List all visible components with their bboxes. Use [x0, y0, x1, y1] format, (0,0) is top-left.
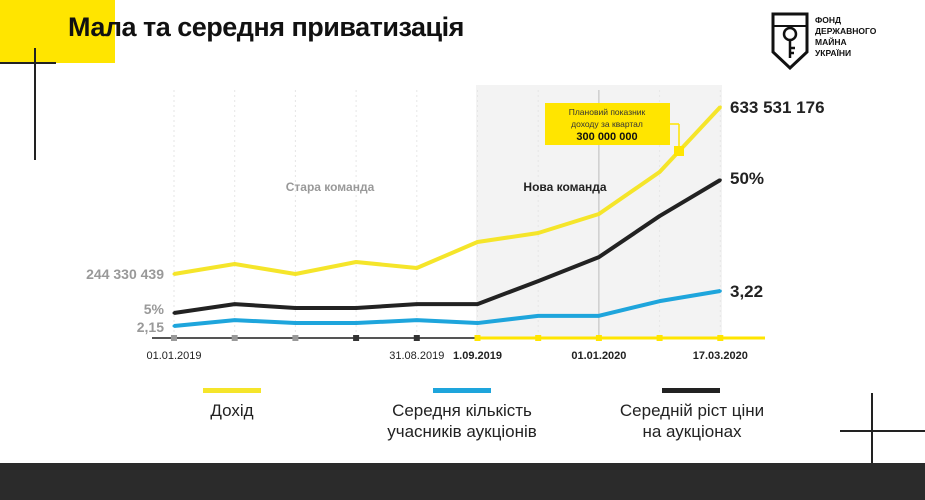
- annotation-box: [545, 103, 670, 145]
- data-point: [293, 272, 297, 276]
- logo-line: УКРАЇНИ: [815, 48, 852, 58]
- line-chart: Стара команда Нова команда Плановий пока…: [86, 85, 825, 362]
- legend-label-participants: Середня кількість учасників аукціонів: [360, 400, 564, 442]
- data-point: [233, 302, 237, 306]
- decor-cross-vertical: [34, 48, 36, 160]
- data-point: [597, 314, 601, 318]
- logo-line: МАЙНА: [815, 37, 847, 47]
- participants-start-label: 2,15: [137, 319, 164, 335]
- participants-line: [173, 289, 721, 328]
- legend-line: Середня кількість: [392, 401, 532, 420]
- region-label-old: Стара команда: [286, 180, 375, 194]
- decor-cross-horizontal-2: [840, 430, 925, 432]
- data-point: [658, 299, 662, 303]
- region-label-new: Нова команда: [523, 180, 607, 194]
- data-point: [172, 324, 176, 328]
- legend-line: учасників аукціонів: [387, 422, 537, 441]
- x-tick-label: 1.09.2019: [453, 350, 502, 362]
- data-point: [476, 240, 479, 244]
- annotation-value: 300 000 000: [576, 131, 637, 143]
- growth-start-label: 5%: [144, 301, 165, 317]
- legend-swatch-growth: [662, 388, 720, 393]
- annotation-line2: доходу за квартал: [571, 119, 643, 129]
- data-point: [293, 321, 297, 325]
- data-point: [597, 212, 601, 216]
- x-tick-marker: [717, 335, 724, 341]
- x-tick-marker: [656, 335, 663, 341]
- x-tick-label: 31.08.2019: [389, 350, 444, 362]
- logo-key-icon: [771, 12, 809, 70]
- x-tick-marker: [535, 335, 542, 341]
- data-point: [536, 279, 540, 283]
- legend-swatch-income: [203, 388, 261, 393]
- data-point: [718, 105, 722, 109]
- decor-cross-vertical-2: [871, 393, 873, 463]
- data-point: [476, 321, 479, 325]
- legend-line: Середній ріст ціни: [619, 401, 765, 420]
- data-point: [718, 178, 722, 182]
- x-tick-marker: [292, 335, 299, 341]
- income-end-label: 633 531 176: [730, 98, 825, 117]
- data-point: [718, 289, 722, 293]
- title-accent-block: [0, 0, 115, 63]
- x-tick-label: 01.01.2020: [571, 350, 626, 362]
- x-tick-marker: [171, 335, 177, 341]
- x-tick-marker: [595, 335, 602, 341]
- x-tick-label: 17.03.2020: [693, 350, 748, 362]
- data-point: [415, 266, 419, 270]
- data-point: [476, 302, 479, 306]
- data-point: [415, 318, 419, 322]
- x-tick-marker: [413, 335, 420, 341]
- data-point: [536, 231, 540, 235]
- logo-line: ДЕРЖАВНОГО: [815, 26, 877, 36]
- data-point: [354, 321, 358, 325]
- footer-bar: [0, 463, 925, 500]
- logo-text: ФОНД ДЕРЖАВНОГО МАЙНА УКРАЇНИ: [815, 15, 876, 59]
- legend-swatch-participants: [433, 388, 491, 393]
- data-point: [354, 260, 358, 264]
- data-point: [172, 272, 176, 276]
- x-tick-marker: [474, 335, 481, 341]
- x-tick-marker: [231, 335, 238, 341]
- legend-line: на аукціонах: [642, 422, 742, 441]
- data-point: [415, 302, 419, 306]
- legend-label-growth: Середній ріст ціни на аукціонах: [590, 400, 794, 442]
- logo-line: ФОНД: [815, 15, 842, 25]
- income-line: [173, 105, 722, 277]
- decor-cross-horizontal: [0, 62, 56, 64]
- page-title: Мала та середня приватизація: [68, 12, 464, 42]
- participants-end-label: 3,22: [730, 282, 763, 301]
- data-point: [658, 214, 662, 218]
- data-point: [536, 314, 540, 318]
- x-tick-label: 01.01.2019: [146, 350, 201, 362]
- price-growth-line: [173, 178, 722, 315]
- income-start-label: 244 330 439: [86, 266, 164, 282]
- data-point: [658, 170, 662, 174]
- x-tick-marker: [353, 335, 360, 341]
- data-point: [233, 262, 237, 266]
- annotation-line1: Плановий показник: [569, 107, 646, 117]
- growth-end-label: 50%: [730, 169, 764, 188]
- data-point: [597, 255, 601, 259]
- data-point: [172, 311, 176, 315]
- legend-label-income: Дохід: [210, 401, 254, 420]
- annotation-marker: [674, 146, 684, 156]
- data-point: [233, 318, 237, 322]
- data-point: [354, 306, 358, 310]
- data-point: [293, 306, 297, 310]
